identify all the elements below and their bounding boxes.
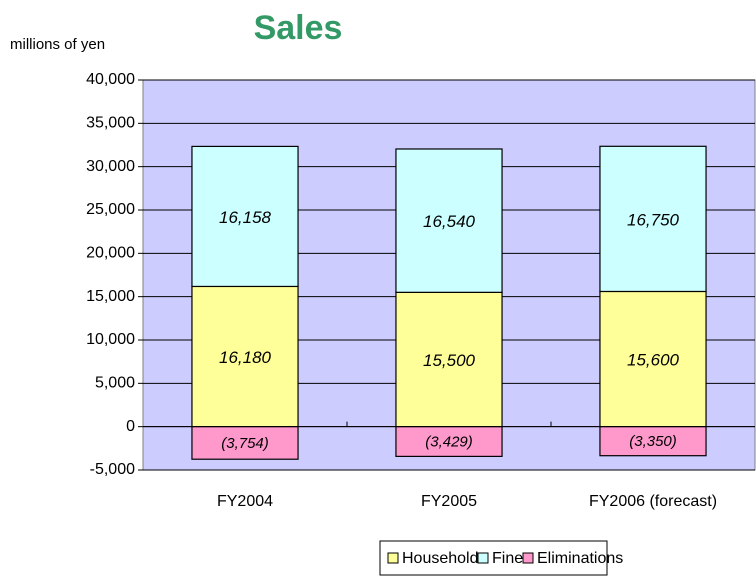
x-tick-label: FY2005 <box>421 493 477 510</box>
bar-segment <box>599 145 707 293</box>
legend-label: Household <box>402 550 479 567</box>
y-tick-label: 5,000 <box>95 375 135 392</box>
y-tick-label: 0 <box>126 418 135 435</box>
y-tick-label: 35,000 <box>86 115 135 132</box>
legend-swatch <box>477 552 489 564</box>
legend-label: Fine <box>492 550 523 567</box>
legend-swatch <box>522 552 534 564</box>
bar-segment <box>191 145 299 288</box>
bar-segment <box>395 291 503 428</box>
bar-segment <box>395 426 503 457</box>
legend-label: Eliminations <box>537 550 623 567</box>
data-label: 16,158 <box>219 208 272 227</box>
y-tick-label: 40,000 <box>86 71 135 88</box>
x-tick-label: FY2006 (forecast) <box>589 493 717 510</box>
data-label: 16,540 <box>423 212 476 231</box>
x-tick-label: FY2004 <box>217 493 273 510</box>
y-tick-label: -5,000 <box>90 461 135 478</box>
data-label: (3,350) <box>629 433 677 450</box>
legend-swatch <box>387 552 399 564</box>
bar-segment <box>395 148 503 293</box>
y-tick-label: 15,000 <box>86 288 135 305</box>
data-label: 16,750 <box>627 210 680 229</box>
data-label: 16,180 <box>219 348 272 367</box>
y-tick-label: 25,000 <box>86 201 135 218</box>
data-label: 15,500 <box>423 351 476 370</box>
y-tick-label: 20,000 <box>86 245 135 262</box>
y-tick-label: 30,000 <box>86 158 135 175</box>
data-label: (3,429) <box>425 433 473 450</box>
data-label: 15,600 <box>627 351 680 370</box>
legend-box <box>379 540 608 576</box>
chart-title: Sales <box>254 9 343 47</box>
data-label: (3,754) <box>221 435 269 452</box>
y-tick-label: 10,000 <box>86 331 135 348</box>
y-axis-label: millions of yen <box>10 36 105 53</box>
